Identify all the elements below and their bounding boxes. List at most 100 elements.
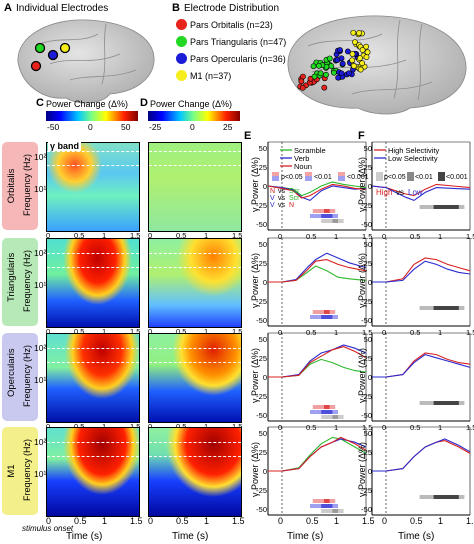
- electrode-green: [34, 42, 46, 54]
- legend-dot: [176, 19, 187, 30]
- gamma-band-top-line: [47, 253, 139, 254]
- electrode-dot: [364, 49, 371, 56]
- time-tick: 1: [102, 516, 108, 526]
- comparison-a: V: [270, 195, 275, 202]
- gamma-band-bottom-line: [47, 267, 139, 268]
- legend-label-noun: Noun: [294, 162, 312, 171]
- brain-figure-b: [287, 15, 467, 115]
- significance-bar-strong: [321, 410, 333, 414]
- electrode-dot: [359, 60, 366, 67]
- freq-tick-high: 10²: [34, 152, 47, 162]
- time-tick: 0.5: [306, 328, 316, 337]
- panel-f-letter: F: [358, 130, 365, 142]
- comparison-vs: vs: [278, 195, 286, 202]
- pval-label: p<0.05: [384, 174, 406, 181]
- frequency-axis-label: Frequency (Hz): [22, 438, 32, 501]
- time-tick: 1: [204, 516, 210, 526]
- time-tick: 0.5: [410, 328, 420, 337]
- cbar-c-tick-min: -50: [47, 122, 60, 132]
- gamma-band-top-line: [149, 348, 241, 349]
- y-tick: -50: [256, 220, 267, 229]
- time-tick: 1: [204, 422, 208, 431]
- electrode-dot: [352, 39, 358, 46]
- row-region-label: Triangularis: [6, 252, 17, 302]
- panel-b-title: Electrode Distribution: [184, 3, 280, 14]
- electrode-blue: [47, 49, 59, 61]
- freq-tick-low: 10¹: [34, 184, 47, 194]
- time-tick: 1.5: [362, 328, 372, 337]
- cbar-d-tick-min: -25: [149, 122, 162, 132]
- comparison-a: V: [270, 202, 275, 209]
- freq-tick-low: 10¹: [34, 469, 47, 479]
- y-tick: 0: [367, 278, 372, 287]
- significance-bar-strong: [321, 214, 333, 218]
- panel-e-letter: E: [244, 130, 252, 142]
- legend-dot: [176, 36, 187, 47]
- time-tick: 1: [334, 232, 338, 241]
- colorbar-c: [46, 111, 138, 121]
- electrode-dot: [298, 78, 305, 85]
- y-tick: 0: [262, 278, 267, 287]
- y-tick: 50: [363, 335, 372, 344]
- gamma-band-bottom-line: [149, 362, 241, 363]
- cbar-c-tick-mid: 0: [88, 122, 93, 132]
- pval-label: p<0.05: [281, 174, 303, 181]
- curve-low-selectivity: [371, 185, 471, 202]
- y-tick: -50: [256, 316, 267, 325]
- freq-tick-low: 10¹: [34, 280, 47, 290]
- y-tick: -25: [361, 486, 372, 495]
- time-tick: 1.5: [232, 327, 243, 336]
- significance-bar-strong: [332, 415, 338, 419]
- y-tick: -25: [256, 201, 267, 210]
- row-band-triangularis: [2, 238, 38, 326]
- y-tick: 25: [258, 448, 267, 457]
- y-tick: 25: [363, 163, 372, 172]
- legend-label: M1 (n=37): [190, 70, 232, 81]
- selectivity-bar-strong: [433, 401, 459, 405]
- time-tick: 0.5: [176, 422, 186, 431]
- panel-a-letter: A: [4, 2, 12, 14]
- electrode-dot: [363, 43, 370, 50]
- curve-high-selectivity: [372, 440, 471, 472]
- electrode-dot: [338, 70, 345, 77]
- pval-label: <0.001: [347, 174, 369, 181]
- time-tick: 0: [46, 231, 51, 240]
- row-region-label: Orbitalis: [6, 168, 17, 204]
- time-tick: 0.5: [74, 422, 84, 431]
- gamma-band-bottom-line: [149, 267, 241, 268]
- electrode-dot: [351, 63, 357, 69]
- legend-item-0: Pars Orbitalis (n=23): [176, 16, 291, 33]
- brain-figure-a: [17, 19, 155, 104]
- electrode-dot: [344, 48, 351, 55]
- time-tick: 0.5: [306, 423, 316, 432]
- electrode-dot: [315, 62, 322, 69]
- time-tick: 0: [46, 327, 51, 336]
- row-region-label: M1: [6, 464, 17, 478]
- time-tick: 1: [102, 422, 106, 431]
- y-tick: 0: [367, 467, 372, 476]
- pval-label: <0.001: [446, 174, 468, 181]
- panel-d-letter: D: [140, 97, 148, 109]
- curve-low-selectivity: [372, 353, 471, 378]
- time-tick: 0.5: [74, 516, 87, 526]
- curve-low-selectivity: [372, 438, 471, 472]
- y-tick: 0: [262, 182, 267, 191]
- time-tick: 1.5: [466, 232, 474, 241]
- time-tick: 0: [46, 422, 50, 431]
- time-tick: 0: [148, 327, 153, 336]
- electrode-dot: [299, 84, 306, 91]
- significance-bar-strong: [324, 310, 330, 314]
- freq-tick-high: 10²: [34, 248, 47, 258]
- legend-dot: [176, 53, 187, 64]
- y-tick: -50: [361, 411, 372, 420]
- time-tick: 0: [382, 328, 386, 337]
- y-tick: 50: [258, 429, 267, 438]
- heatmap-c-triangularis: [46, 238, 140, 328]
- y-tick: -50: [256, 411, 267, 420]
- pval-swatch-gray: [438, 172, 445, 181]
- y-tick: 0: [367, 373, 372, 382]
- frequency-axis-label: Frequency (Hz): [22, 153, 32, 216]
- time-tick: 0.5: [410, 423, 420, 432]
- heatmap-c-orbitalis: [46, 142, 140, 232]
